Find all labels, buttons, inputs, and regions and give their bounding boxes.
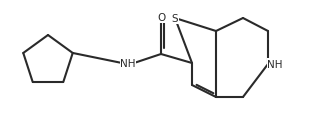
Text: O: O [157,13,165,23]
Text: NH: NH [120,59,136,68]
Text: NH: NH [267,59,283,69]
Text: S: S [172,14,178,24]
